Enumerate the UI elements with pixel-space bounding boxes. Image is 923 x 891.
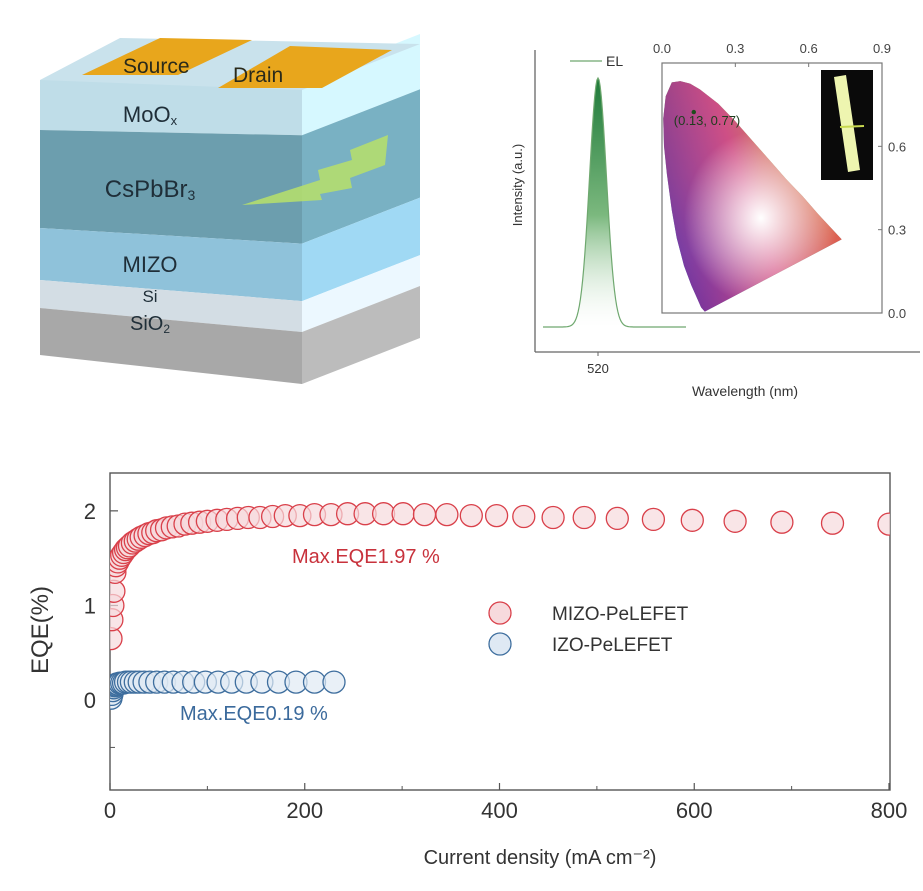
- drain-label: Drain: [233, 64, 283, 87]
- photo-gap-line: [839, 125, 865, 128]
- cie-y-tick-label: 0.3: [888, 223, 906, 238]
- eqe-x-ticks: 0 200 400 600 800: [104, 783, 907, 823]
- source-label: Source: [123, 55, 190, 78]
- device-schematic: Source Drain MoOx CsPbBr3 MIZO Si SiO2: [40, 34, 420, 384]
- cie-y-tick-label: 0.6: [888, 139, 906, 154]
- cie-x-tick-label: 0.3: [726, 41, 744, 56]
- data-point-izo-pelefet: [322, 670, 346, 694]
- eqe-chart: 0 200 400 600 800 0 1 2 Current density (mA cm…: [27, 472, 907, 869]
- eqe-x-tick-label: 0: [104, 798, 116, 823]
- data-point-mizo-pelefet: [371, 502, 396, 526]
- data-point-mizo-pelefet: [641, 507, 666, 532]
- el-curve: [543, 76, 686, 328]
- data-point-mizo-pelefet: [412, 502, 437, 527]
- layer-label-sio2: SiO2: [130, 313, 170, 336]
- eqe-y-tick-label: 0: [84, 688, 96, 713]
- el-y-axis-label: Intensity (a.u.): [510, 144, 525, 226]
- layer-side-mizo: [302, 197, 420, 302]
- cie-inset: 0.0 0.3 0.6 0.9 0.0 0.3 0.6 (0.13, 0.77): [653, 41, 906, 321]
- data-point-mizo-pelefet: [541, 505, 565, 530]
- cie-x-tick-label: 0.6: [800, 41, 818, 56]
- photo-emitting-stripe: [834, 75, 860, 172]
- drain-electrode: [218, 46, 392, 88]
- legend-marker-izo: [488, 632, 512, 656]
- layer-labels: MoOx CsPbBr3 MIZO Si SiO2: [105, 102, 196, 336]
- cie-y-tick-label: 0.0: [888, 306, 906, 321]
- source-electrode: [82, 38, 252, 75]
- cie-ticks: 0.0 0.3 0.6 0.9 0.0 0.3 0.6: [653, 41, 906, 321]
- data-point-mizo-pelefet: [435, 502, 459, 527]
- eqe-x-tick-label: 400: [481, 798, 518, 823]
- layer-label-moox: MoOx: [123, 102, 178, 128]
- cie-x-tick-label: 0.9: [873, 41, 891, 56]
- data-point-mizo-pelefet: [391, 502, 415, 526]
- data-point-mizo-pelefet: [770, 510, 794, 534]
- eqe-legend: MIZO-PeLEFET IZO-PeLEFET: [488, 601, 689, 656]
- layer-front-si: [40, 280, 302, 333]
- layer-label-mizo: MIZO: [123, 252, 178, 277]
- eqe-y-axis-label: EQE(%): [27, 586, 54, 674]
- annotation-izo-max-eqe: Max.EQE0.19 %: [180, 703, 328, 725]
- eqe-data-points: [110, 502, 890, 710]
- cie-frame: [661, 62, 883, 314]
- eqe-y-tick-label: 1: [84, 593, 96, 618]
- emission-photo: [821, 70, 873, 180]
- layer-front-sio2: [40, 308, 302, 384]
- cie-point: [691, 109, 696, 115]
- layer-stack-front: [40, 80, 302, 384]
- legend-marker-mizo: [488, 601, 512, 625]
- data-point-mizo-pelefet: [820, 511, 845, 535]
- el-legend-label: EL: [606, 53, 623, 69]
- data-point-mizo-pelefet: [680, 508, 704, 532]
- layer-front-cspbbr3: [40, 130, 302, 244]
- legend-label-mizo: MIZO-PeLEFET: [552, 604, 689, 625]
- emission-arrow: [242, 135, 388, 205]
- data-point-mizo-pelefet: [572, 505, 596, 530]
- data-point-mizo-pelefet: [512, 504, 536, 529]
- cie-x-tick-label: 0.0: [653, 41, 671, 56]
- data-point-mizo-pelefet: [459, 503, 483, 528]
- layer-label-cspbbr3: CsPbBr3: [105, 176, 196, 203]
- layer-label-si: Si: [142, 287, 157, 306]
- layer-side-si: [302, 255, 420, 333]
- data-point-izo-pelefet: [302, 670, 327, 694]
- eqe-x-tick-label: 800: [871, 798, 908, 823]
- legend-label-izo: IZO-PeLEFET: [552, 635, 673, 656]
- cie-point-label: (0.13, 0.77): [674, 113, 741, 128]
- eqe-x-axis-label: Current density (mA cm⁻²): [424, 847, 657, 869]
- eqe-x-tick-label: 600: [676, 798, 713, 823]
- layer-front-moox: [40, 80, 302, 136]
- layer-side-sio2: [302, 286, 420, 384]
- data-point-mizo-pelefet: [605, 506, 629, 531]
- annotation-mizo-max-eqe: Max.EQE1.97 %: [292, 546, 440, 568]
- data-point-mizo-pelefet: [877, 512, 890, 536]
- eqe-y-tick-label: 2: [84, 499, 96, 524]
- el-x-axis-label: Wavelength (nm): [692, 383, 798, 399]
- layer-front-mizo: [40, 228, 302, 302]
- el-spectrum-chart: 520 Wavelength (nm) Intensity (a.u.) EL …: [510, 41, 920, 399]
- eqe-x-tick-label: 200: [286, 798, 323, 823]
- layer-side-moox: [302, 34, 420, 136]
- data-point-mizo-pelefet: [723, 509, 747, 533]
- data-point-mizo-pelefet: [484, 503, 509, 528]
- el-x-tick-label: 520: [587, 361, 609, 376]
